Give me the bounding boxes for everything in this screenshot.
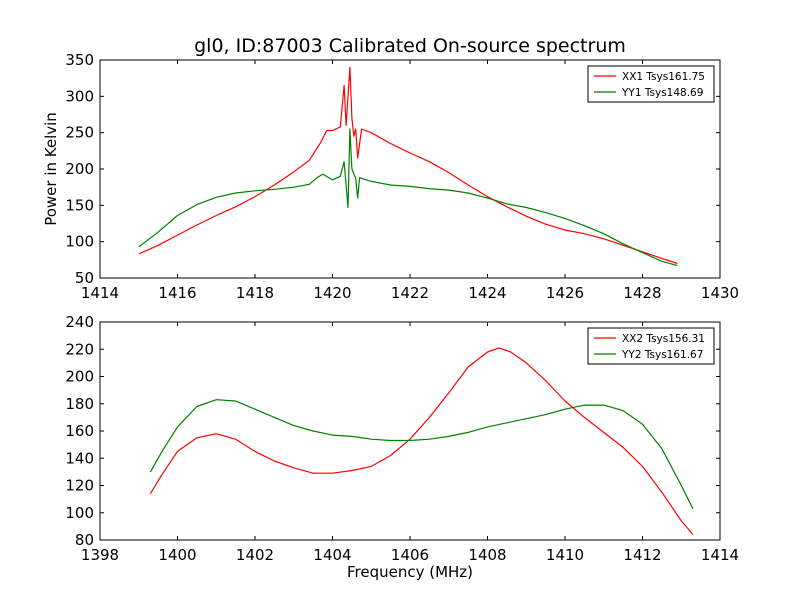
x-tick-label: 1402: [236, 546, 274, 564]
x-tick-label: 1408: [468, 546, 506, 564]
legend-entry: XX1 Tsys161.75: [622, 71, 705, 83]
x-tick-label: 1404: [313, 546, 351, 564]
x-tick-label: 1428: [623, 284, 661, 302]
y-tick-label: 150: [65, 196, 94, 214]
x-tick-label: 1426: [546, 284, 584, 302]
y-tick-label: 180: [65, 395, 94, 413]
y-tick-label: 140: [65, 449, 94, 467]
x-tick-label: 1416: [158, 284, 196, 302]
y-tick-label: 100: [65, 504, 94, 522]
y-tick-label: 240: [65, 313, 94, 331]
legend-entry: XX2 Tsys156.31: [622, 333, 705, 345]
x-tick-label: 1400: [158, 546, 196, 564]
series-line-yy2: [149, 399, 694, 509]
y-tick-label: 160: [65, 422, 94, 440]
legend: XX1 Tsys161.75 YY1 Tsys148.69: [587, 65, 715, 103]
x-tick-label: 1406: [391, 546, 429, 564]
y-tick-label: 250: [65, 124, 94, 142]
y-axis-label: Power in Kelvin: [42, 112, 60, 226]
y-tick-label: 80: [75, 531, 94, 549]
y-tick-label: 300: [65, 87, 94, 105]
y-tick-label: 220: [65, 340, 94, 358]
y-tick-label: 200: [65, 368, 94, 386]
x-axis-label: Frequency (MHz): [347, 563, 473, 581]
x-tick-label: 1430: [701, 284, 739, 302]
x-tick-label: 1398: [81, 546, 119, 564]
x-tick-label: 1424: [468, 284, 506, 302]
legend-entry: YY1 Tsys148.69: [621, 87, 703, 99]
top-plot-xx1-yy1: 1414 1416 1418 1420 1422 1424 1426 1428 1430 50 10…: [42, 51, 739, 302]
series-line-yy1: [138, 128, 678, 267]
legend-box: [587, 65, 715, 103]
y-tick-label: 200: [65, 160, 94, 178]
x-tick-label: 1414: [701, 546, 739, 564]
legend-box: [587, 327, 715, 365]
y-tick-label: 350: [65, 51, 94, 69]
y-tick-label: 50: [75, 269, 94, 287]
legend-entry: YY2 Tsys161.67: [621, 349, 703, 361]
series-line-xx1: [138, 66, 678, 265]
x-tick-label: 1422: [391, 284, 429, 302]
x-tick-label: 1418: [236, 284, 274, 302]
series-line-xx2: [149, 347, 694, 535]
bottom-plot-xx2-yy2: 1398 1400 1402 1404 1406 1408 1410 1412 1414 80 10…: [65, 313, 739, 581]
x-tick-label: 1414: [81, 284, 119, 302]
x-tick-label: 1420: [313, 284, 351, 302]
legend: XX2 Tsys156.31 YY2 Tsys161.67: [587, 327, 715, 365]
figure-title: gl0, ID:87003 Calibrated On-source spect…: [194, 35, 626, 57]
x-tick-label: 1412: [623, 546, 661, 564]
y-tick-label: 100: [65, 233, 94, 251]
y-tick-label: 120: [65, 477, 94, 495]
x-tick-label: 1410: [546, 546, 584, 564]
